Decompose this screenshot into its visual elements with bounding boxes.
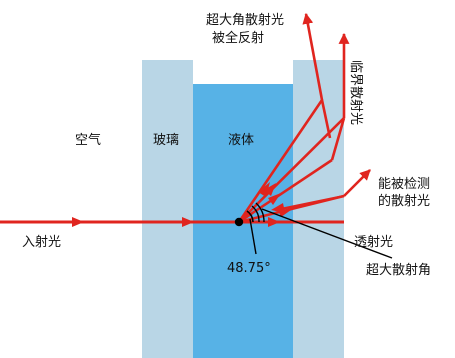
label-detectable-line2: 的散射光 xyxy=(378,193,430,209)
label-total-reflection-line1: 超大角散射光 xyxy=(206,12,284,28)
glass-wall-left xyxy=(142,60,193,358)
scattered-ray-middle xyxy=(238,117,346,224)
angle-value-pointer xyxy=(249,218,257,255)
incident-ray xyxy=(0,217,239,227)
label-max-scatter-angle: 超大散射角 xyxy=(366,262,431,278)
reflected-ray-lower xyxy=(271,194,345,213)
label-transmitted-light: 透射光 xyxy=(354,234,393,250)
label-critical-scatter: 临界散射光 xyxy=(348,60,364,125)
scattered-ray-critical xyxy=(238,32,350,223)
scattering-point xyxy=(234,217,244,227)
max-angle-pointer xyxy=(261,208,393,259)
label-liquid: 液体 xyxy=(228,133,254,148)
glass-wall-right xyxy=(293,60,344,358)
transmitted-ray xyxy=(239,217,344,227)
scattered-ray-total-reflection xyxy=(237,12,332,223)
angle-arcs xyxy=(246,202,265,223)
label-glass: 玻璃 xyxy=(153,133,179,148)
label-total-reflection-line2: 被全反射 xyxy=(212,30,264,46)
label-detectable-line1: 能被检测 xyxy=(378,177,430,192)
label-incident-light: 入射光 xyxy=(22,234,61,250)
label-air: 空气 xyxy=(75,132,101,148)
label-angle-value: 48.75° xyxy=(227,261,271,276)
